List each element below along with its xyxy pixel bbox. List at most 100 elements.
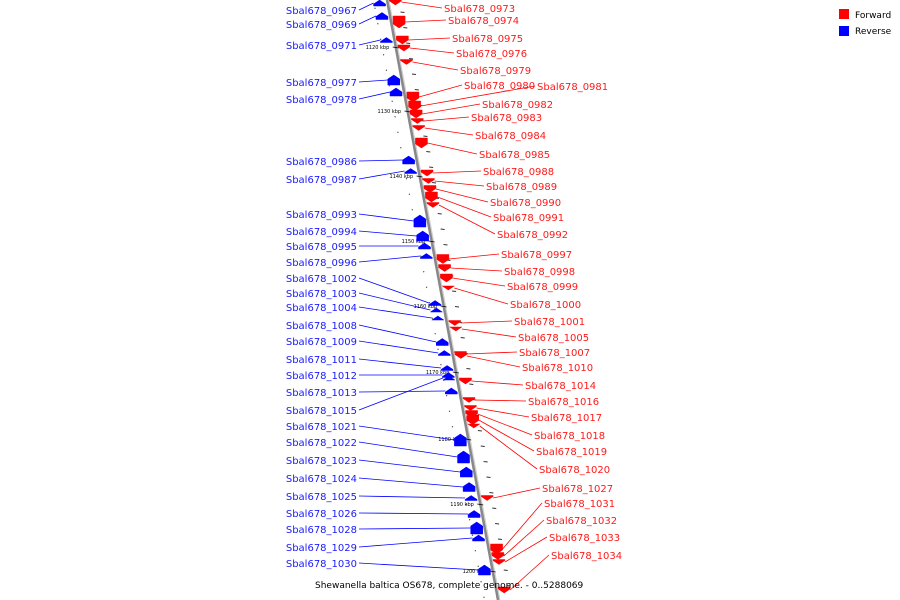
reverse-gene-leader (358, 159, 403, 162)
reverse-gene-feature (440, 365, 454, 371)
forward-gene-leader (474, 399, 527, 402)
reverse-gene-label: Sbal678_1029 (286, 543, 357, 554)
reverse-gene-label: Sbal678_1011 (286, 355, 357, 366)
forward-gene-leader (477, 413, 533, 436)
forward-gene-label: Sbal678_0975 (452, 34, 523, 45)
forward-gene-feature (480, 495, 494, 501)
reverse-gene-leader (358, 441, 458, 458)
forward-gene-leader (509, 554, 550, 591)
forward-gene-feature (408, 100, 421, 112)
minor-dash (495, 523, 500, 525)
forward-gene-leader (452, 277, 506, 287)
minor-dash (483, 461, 488, 463)
reverse-gene-feature (442, 372, 455, 378)
kbp-tick-mark (477, 503, 484, 506)
minor-dash (468, 519, 471, 521)
reverse-gene-feature (418, 242, 431, 250)
forward-gene-leader (466, 355, 521, 368)
forward-gene-feature (436, 254, 450, 264)
forward-gene-leader (427, 142, 478, 155)
forward-gene-label: Sbal678_0989 (486, 182, 557, 193)
minor-dash (425, 286, 428, 288)
minor-dash (486, 476, 491, 478)
reverse-gene-feature (442, 375, 456, 381)
forward-gene-label: Sbal678_0997 (501, 250, 572, 261)
minor-dash (385, 69, 388, 71)
forward-gene-leader (503, 519, 545, 557)
forward-gene-feature (438, 264, 451, 272)
forward-gene-leader (423, 116, 470, 122)
kbp-tick-mark (392, 46, 399, 49)
legend-swatch-reverse (839, 26, 849, 36)
reverse-gene-leader (358, 390, 446, 393)
reverse-gene-leader (358, 562, 479, 571)
reverse-gene-feature (464, 495, 478, 501)
kbp-tick-label: 1130 kbp (378, 109, 402, 115)
forward-gene-label: Sbal678_1007 (519, 348, 590, 359)
forward-gene-feature (459, 377, 472, 385)
forward-gene-label: Sbal678_0991 (493, 213, 564, 224)
forward-gene-leader (418, 84, 463, 98)
minor-dash (437, 348, 439, 350)
reverse-gene-label: Sbal678_1008 (286, 321, 357, 332)
kbp-tick-mark (452, 371, 459, 374)
forward-gene-feature (397, 44, 411, 52)
forward-gene-label: Sbal678_1005 (518, 333, 589, 344)
reverse-gene-leader (358, 15, 377, 25)
kbp-tick-label: 1190 kbp (450, 502, 474, 508)
forward-gene-label: Sbal678_1014 (525, 381, 596, 392)
forward-gene-leader (401, 1, 443, 9)
minor-dash (414, 89, 419, 91)
forward-gene-leader (448, 253, 500, 260)
reverse-gene-leader (358, 230, 417, 237)
backbone-line (385, 0, 500, 600)
reverse-gene-label: Sbal678_1030 (286, 559, 357, 570)
minor-dash (400, 147, 402, 149)
forward-gene-leader (434, 180, 485, 187)
backbone-shadow (387, 0, 501, 600)
reverse-gene-feature (429, 307, 444, 313)
legend-swatch-forward (839, 9, 849, 19)
forward-gene-leader (438, 204, 496, 235)
minor-dash (466, 368, 471, 370)
legend-label-forward: Forward (855, 11, 891, 21)
forward-gene-feature (409, 109, 423, 119)
forward-gene-label: Sbal678_0979 (460, 66, 531, 77)
reverse-gene-feature (460, 466, 473, 478)
minor-dash (374, 7, 376, 9)
reverse-gene-feature (436, 338, 449, 346)
reverse-strand-features: Sbal678_0967 Sbal678_0969 Sbal678_0971 Sbal… (286, 0, 491, 576)
reverse-gene-label: Sbal678_1023 (286, 456, 357, 467)
reverse-gene-label: Sbal678_0977 (286, 78, 357, 89)
forward-gene-feature (454, 353, 468, 359)
forward-gene-leader (435, 188, 489, 203)
forward-gene-leader (424, 127, 474, 136)
forward-gene-feature (411, 118, 424, 124)
reverse-gene-leader (358, 340, 439, 354)
forward-gene-feature (491, 552, 505, 560)
reverse-gene-label: Sbal678_0978 (286, 95, 357, 106)
minor-dash (423, 135, 428, 137)
reverse-gene-feature (420, 253, 433, 259)
forward-gene-label: Sbal678_1031 (544, 499, 615, 510)
minor-dash (423, 271, 425, 273)
forward-gene-leader (422, 103, 481, 115)
forward-gene-label: Sbal678_0992 (497, 230, 568, 241)
forward-gene-feature (462, 397, 476, 403)
forward-gene-leader (460, 320, 513, 324)
minor-dash (471, 534, 474, 536)
forward-gene-leader (493, 487, 541, 499)
forward-gene-label: Sbal678_0998 (504, 267, 575, 278)
minor-dash (474, 550, 477, 552)
forward-gene-leader (405, 19, 447, 23)
forward-gene-leader (408, 37, 451, 41)
kbp-tick-label: 1140 kbp (390, 174, 414, 180)
reverse-gene-feature (457, 450, 470, 464)
reverse-gene-label: Sbal678_0971 (286, 41, 357, 52)
reverse-gene-feature (431, 315, 445, 321)
minor-dash (480, 445, 485, 447)
minor-dash (403, 27, 408, 29)
minor-dash (497, 538, 503, 540)
forward-gene-leader (479, 425, 538, 470)
